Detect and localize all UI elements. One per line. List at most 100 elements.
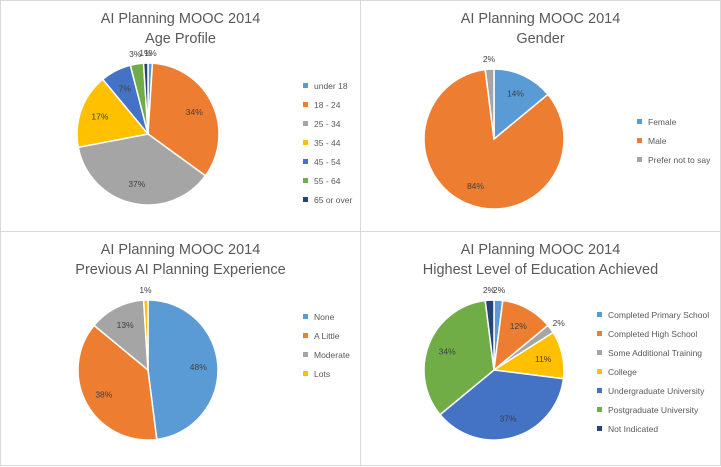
pie-chart: 14% 84% 2%: [423, 54, 565, 210]
legend-item: Moderate: [303, 345, 350, 364]
data-label: 2%: [553, 318, 566, 328]
chart-legend: Completed Primary School Completed High S…: [597, 305, 709, 438]
legend-swatch: [597, 312, 602, 317]
legend-item: Completed Primary School: [597, 305, 709, 324]
legend-label: Completed High School: [608, 328, 698, 339]
legend-item: under 18: [303, 76, 352, 95]
pie-slice-undergraduate-university: [439, 369, 565, 441]
legend-label: Prefer not to say: [648, 154, 711, 165]
chart-title: AI Planning MOOC 2014: [100, 242, 261, 258]
pie-chart: 2% 12% 2% 11% 37% 34% 2%: [423, 285, 566, 441]
legend-item: Some Additional Training: [597, 343, 709, 362]
legend-item: College: [597, 362, 709, 381]
chart-legend: under 18 18 - 24 25 - 34 35 - 44 45 - 54 55 -…: [303, 76, 352, 209]
legend-swatch: [597, 331, 602, 336]
legend-item: A Little: [303, 326, 350, 345]
legend-swatch: [303, 159, 308, 164]
chart-subtitle: Highest Level of Education Achieved: [422, 262, 659, 278]
legend-label: None: [314, 311, 335, 322]
legend-label: 45 - 54: [314, 156, 341, 167]
pie-slice-not-indicated: [484, 299, 495, 371]
chart-title: AI Planning MOOC 2014: [460, 242, 621, 258]
legend-swatch: [597, 350, 602, 355]
legend-label: Undergraduate University: [608, 385, 705, 396]
legend-swatch: [303, 102, 308, 107]
data-label: 17%: [91, 112, 108, 122]
legend-label: 55 - 64: [314, 175, 341, 186]
legend-label: Some Additional Training: [608, 347, 703, 358]
chart-panel-age: AI Planning MOOC 2014 Age Profile 1% 34% 3…: [0, 0, 361, 232]
data-label: 2%: [493, 285, 506, 295]
legend-item: Completed High School: [597, 324, 709, 343]
legend-label: Moderate: [314, 349, 350, 360]
legend-item: None: [303, 307, 350, 326]
legend-swatch: [597, 426, 602, 431]
legend-label: 65 or over: [314, 194, 353, 205]
data-label: 13%: [117, 320, 134, 330]
pie-slice-prefer-not-to-say: [484, 68, 495, 140]
legend-label: College: [608, 366, 637, 377]
data-label: 1%: [139, 48, 152, 58]
legend-swatch: [597, 369, 602, 374]
chart-legend: Female Male Prefer not to say: [637, 112, 710, 169]
legend-swatch: [597, 407, 602, 412]
chart-subtitle: Previous AI Planning Experience: [75, 262, 286, 278]
chart-panel-education: AI Planning MOOC 2014 Highest Level of E…: [360, 231, 721, 466]
pie-slice-female: [493, 68, 549, 141]
pie-slice-a-little: [77, 324, 158, 441]
legend-label: Female: [648, 116, 677, 127]
chart-panel-experience: AI Planning MOOC 2014 Previous AI Planni…: [0, 231, 361, 466]
data-label: 2%: [483, 54, 496, 64]
pie-chart: 48% 38% 13% 1%: [77, 285, 219, 441]
legend-item: Postgraduate University: [597, 400, 709, 419]
legend-swatch: [637, 157, 642, 162]
legend-label: A Little: [314, 330, 340, 341]
legend-swatch: [303, 314, 308, 319]
data-label: 34%: [186, 107, 203, 117]
pie-slice-none: [147, 299, 219, 441]
legend-swatch: [597, 388, 602, 393]
data-label: 1%: [144, 48, 157, 58]
legend-swatch: [303, 333, 308, 338]
legend-item: Lots: [303, 364, 350, 383]
data-label: 11%: [535, 354, 552, 364]
legend-label: Male: [648, 135, 667, 146]
pie-slice-65-or-over: [142, 62, 149, 135]
legend-item: 35 - 44: [303, 133, 352, 152]
legend-item: Not Indicated: [597, 419, 709, 438]
data-label: 1%: [139, 285, 152, 295]
chart-subtitle: Gender: [516, 31, 565, 47]
legend-item: 65 or over: [303, 190, 352, 209]
data-label: 37%: [500, 413, 517, 423]
chart-panel-gender: AI Planning MOOC 2014 Gender 14% 84% 2% Fe…: [360, 0, 721, 232]
legend-swatch: [303, 197, 308, 202]
data-label: 7%: [119, 83, 132, 93]
data-label: 48%: [190, 362, 207, 372]
legend-item: 18 - 24: [303, 95, 352, 114]
legend-item: 55 - 64: [303, 171, 352, 190]
legend-label: under 18: [314, 80, 348, 91]
legend-label: Not Indicated: [608, 423, 659, 434]
legend-item: Undergraduate University: [597, 381, 709, 400]
legend-item: 45 - 54: [303, 152, 352, 171]
legend-label: 18 - 24: [314, 99, 341, 110]
data-label: 84%: [467, 181, 484, 191]
legend-swatch: [303, 83, 308, 88]
legend-swatch: [303, 352, 308, 357]
data-label: 34%: [439, 346, 456, 356]
legend-label: Completed Primary School: [608, 309, 710, 320]
legend-item: Male: [637, 131, 710, 150]
data-label: 14%: [507, 88, 524, 98]
pie-chart: 1% 34% 37% 17% 7% 3%1%: [76, 48, 220, 206]
legend-label: 25 - 34: [314, 118, 341, 129]
chart-title: AI Planning MOOC 2014: [460, 11, 621, 27]
legend-swatch: [303, 140, 308, 145]
chart-subtitle: Age Profile: [145, 31, 216, 47]
pie-slice-lots: [142, 299, 149, 371]
legend-item: 25 - 34: [303, 114, 352, 133]
legend-swatch: [303, 121, 308, 126]
data-label: 12%: [510, 321, 527, 331]
pie-slice-35-44: [76, 78, 150, 149]
pie-slice-male: [423, 68, 565, 210]
data-label: 3%: [129, 49, 142, 59]
